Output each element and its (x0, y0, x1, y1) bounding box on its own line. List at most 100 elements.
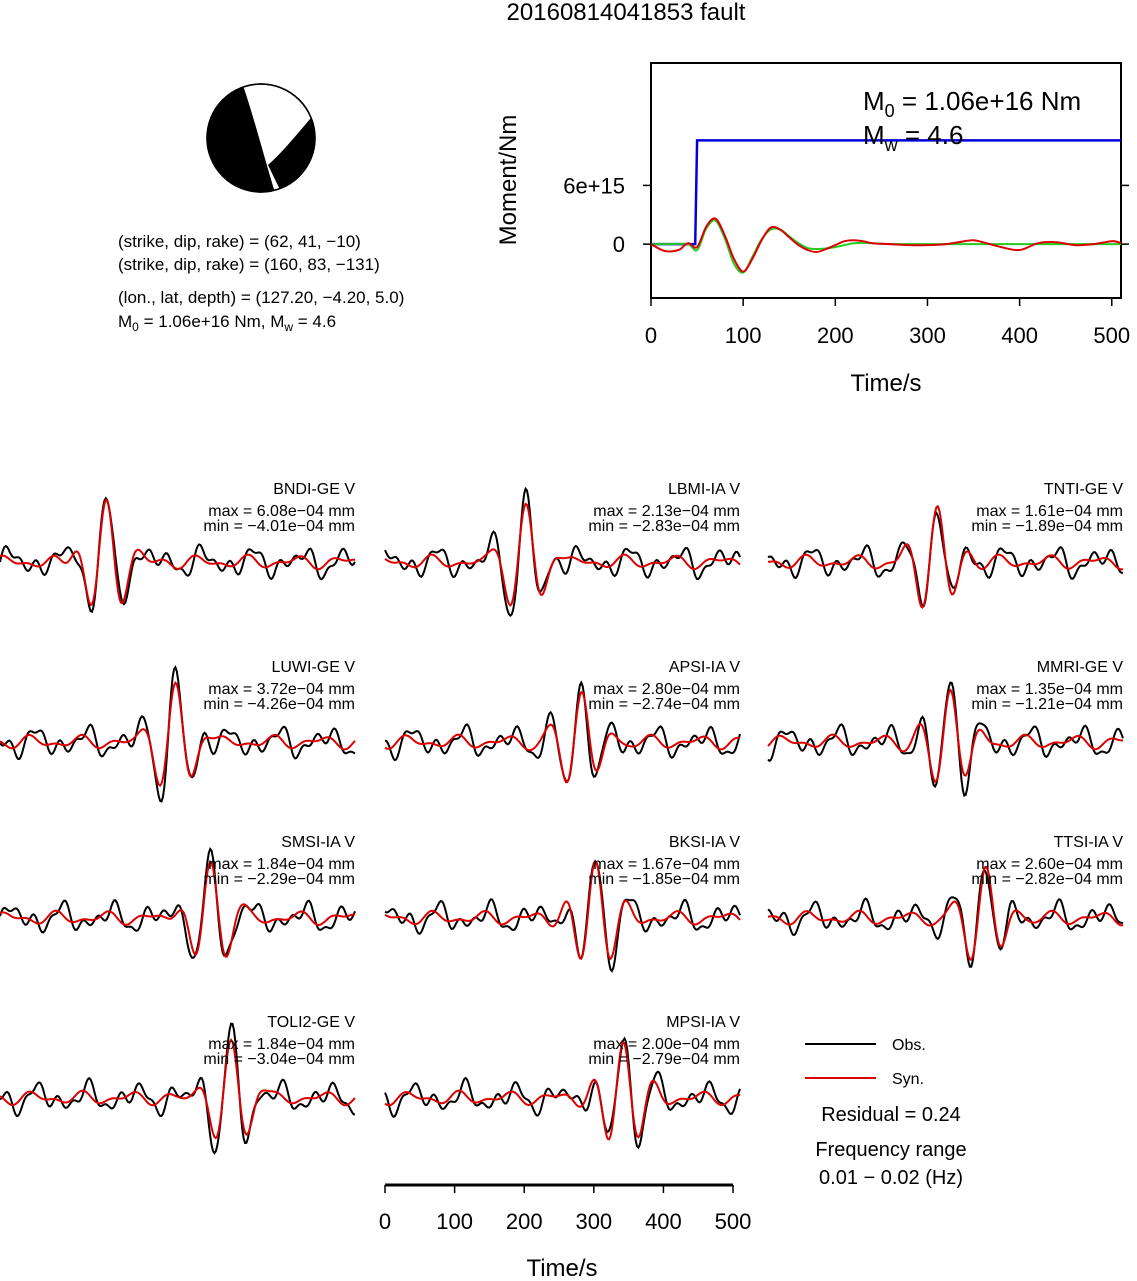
synthetic-trace (0, 498, 355, 606)
legend-obs-label: Obs. (892, 1037, 926, 1054)
synthetic-trace (384, 502, 741, 607)
moment-xtick-label: 200 (817, 323, 854, 348)
moment-ytick-label: 6e+15 (563, 173, 625, 198)
moment-xtick-label: 300 (909, 323, 946, 348)
synthetic-trace (767, 688, 1123, 783)
synthetic-trace (767, 504, 1124, 610)
legend-syn-label: Syn. (892, 1071, 924, 1088)
waveform-xtick-label: 500 (715, 1209, 752, 1234)
station-max: max = 1.35e−04 mm (976, 681, 1123, 698)
moment-plot-frame (650, 62, 1122, 299)
residual-text: Residual = 0.24 (821, 1104, 961, 1126)
legend: Obs. Syn. Residual = 0.24 Frequency rang… (805, 1037, 967, 1189)
moment-xtick-label: 400 (1001, 323, 1038, 348)
observed-trace (384, 486, 741, 617)
waveform-xtick-label: 200 (506, 1209, 543, 1234)
moment-xlabel: Time/s (850, 370, 921, 397)
station-min: min = −1.21e−04 mm (971, 696, 1123, 713)
observed-trace (384, 859, 741, 973)
station-max: max = 1.67e−04 mm (593, 856, 740, 873)
station-name: TOLI2-GE V (267, 1014, 355, 1031)
moment-xtick-label: 0 (645, 323, 657, 348)
moment-m0-annotation: M0 = 1.06e+16 Nm (863, 86, 1081, 121)
station-min: min = −2.74e−04 mm (588, 696, 740, 713)
station-name: MMRI-GE V (1037, 659, 1124, 676)
station-max: max = 1.84e−04 mm (208, 1036, 355, 1053)
mechanism-line-2: (strike, dip, rake) = (160, 83, −131) (118, 255, 380, 274)
station-min: min = −2.29e−04 mm (203, 871, 355, 888)
station-max: max = 1.61e−04 mm (976, 503, 1123, 520)
mechanism-line-1: (strike, dip, rake) = (62, 41, −10) (118, 232, 361, 251)
station-max: max = 6.08e−04 mm (208, 503, 355, 520)
station-name: LUWI-GE V (271, 659, 355, 676)
station-name: SMSI-IA V (281, 834, 355, 851)
synthetic-trace (0, 860, 355, 958)
moment-ytick-label: 0 (613, 232, 625, 257)
synthetic-trace (0, 1038, 356, 1140)
station-max: max = 2.00e−04 mm (593, 1036, 740, 1053)
moment-xtick-label: 100 (725, 323, 762, 348)
moment-mw-annotation: Mw = 4.6 (863, 120, 963, 155)
moment-ylabel: Moment/Nm (495, 115, 522, 246)
station-min: min = −2.83e−04 mm (588, 518, 740, 535)
observed-trace (0, 847, 356, 959)
station-max: max = 2.80e−04 mm (593, 681, 740, 698)
station-name: APSI-IA V (669, 659, 740, 676)
observed-trace (0, 665, 356, 803)
frequency-range: 0.01 − 0.02 (Hz) (819, 1167, 963, 1189)
station-max: max = 1.84e−04 mm (208, 856, 355, 873)
moment-series (650, 139, 1122, 274)
station-min: min = −1.85e−04 mm (588, 871, 740, 888)
moment-axes: 0 100 200 300 400 500 0 6e+15 (563, 173, 1130, 348)
station-max: max = 2.60e−04 mm (976, 856, 1123, 873)
station-min: min = −3.04e−04 mm (203, 1051, 355, 1068)
station-max: max = 3.72e−04 mm (208, 681, 355, 698)
observed-trace (767, 869, 1124, 968)
synthetic-trace (0, 681, 356, 788)
station-name: MPSI-IA V (666, 1014, 740, 1031)
observed-trace (384, 1036, 741, 1150)
waveform-xtick-label: 400 (645, 1209, 682, 1234)
station-name: BKSI-IA V (669, 834, 740, 851)
synthetic-trace (384, 1040, 741, 1141)
moment-series-line (650, 217, 1122, 273)
waveform-time-axis: 0 100 200 300 400 500 (379, 1183, 752, 1234)
station-name: TNTI-GE V (1044, 481, 1123, 498)
station-min: min = −1.89e−04 mm (971, 518, 1123, 535)
waveform-xtick-label: 300 (575, 1209, 612, 1234)
station-min: min = −2.82e−04 mm (971, 871, 1123, 888)
moment-xtick-label: 500 (1093, 323, 1130, 348)
station-name: LBMI-IA V (668, 481, 740, 498)
observed-trace (0, 1022, 356, 1155)
location-line: (lon., lat, depth) = (127.20, −4.20, 5.0… (118, 288, 404, 307)
station-min: min = −4.26e−04 mm (203, 696, 355, 713)
magnitude-line: M0 = 1.06e+16 Nm, Mw = 4.6 (118, 312, 336, 334)
frequency-title: Frequency range (815, 1139, 966, 1161)
station-name: BNDI-GE V (273, 481, 355, 498)
synthetic-trace (384, 859, 741, 961)
station-min: min = −2.79e−04 mm (588, 1051, 740, 1068)
station-name: TTSI-IA V (1054, 834, 1124, 851)
figure-title: 20160814041853 fault (507, 0, 746, 26)
synthetic-trace (384, 690, 741, 784)
synthetic-trace (767, 865, 1124, 962)
waveform-xtick-label: 0 (379, 1209, 391, 1234)
station-max: max = 2.13e−04 mm (593, 503, 740, 520)
waveform-xlabel: Time/s (526, 1255, 597, 1281)
waveform-xtick-label: 100 (436, 1209, 473, 1234)
beachball-icon (206, 83, 316, 193)
